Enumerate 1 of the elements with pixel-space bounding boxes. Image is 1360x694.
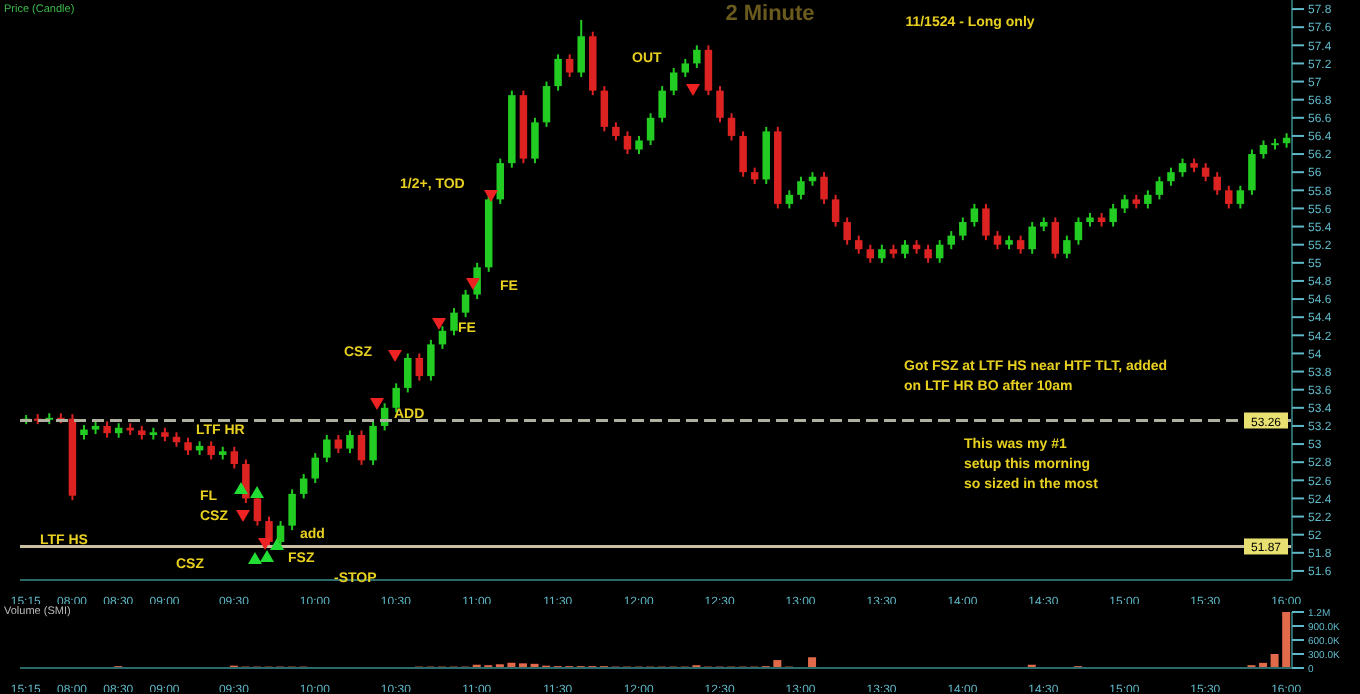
chart-title: 2 Minute: [723, 2, 817, 26]
